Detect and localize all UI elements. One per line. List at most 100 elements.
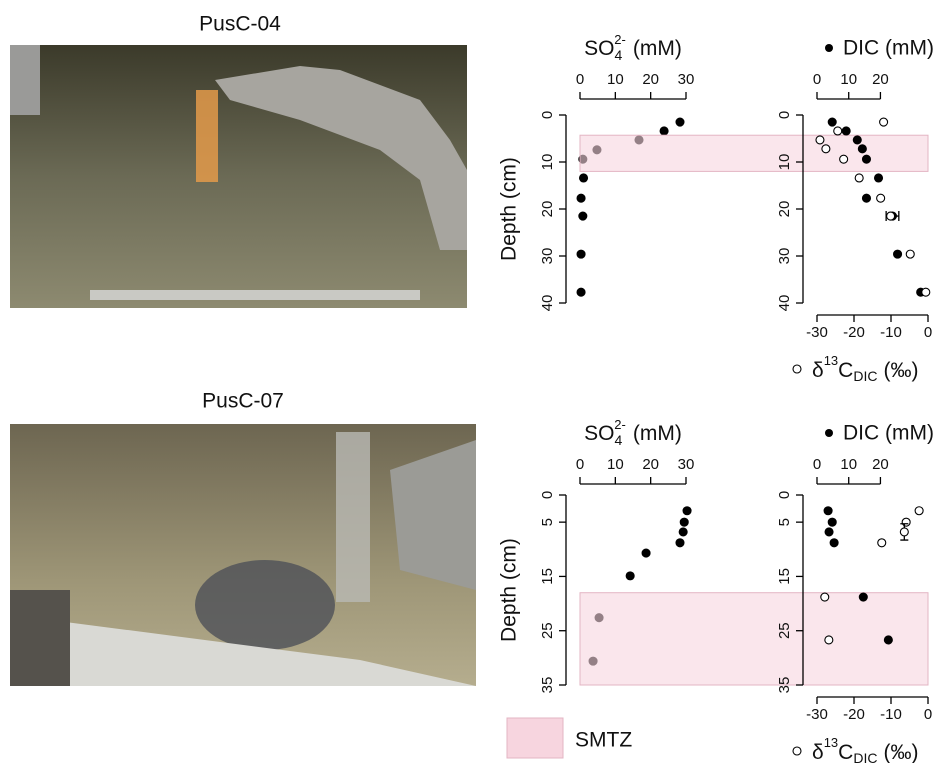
legend-label: DIC (mM) xyxy=(843,422,934,445)
label-part: 13 xyxy=(824,353,838,368)
data-point xyxy=(578,173,589,183)
data-point xyxy=(858,592,868,602)
x-tick-label: 30 xyxy=(678,456,695,473)
y-tick-label: 0 xyxy=(776,111,793,119)
data-point xyxy=(839,154,849,164)
y-axis-label: Depth (cm) xyxy=(498,538,521,642)
data-point xyxy=(815,135,825,145)
data-point xyxy=(679,517,689,527)
y-tick-label: 15 xyxy=(776,568,793,585)
data-point xyxy=(861,193,872,203)
data-point xyxy=(823,506,833,516)
y-tick-label: 10 xyxy=(539,154,556,171)
data-point xyxy=(576,249,586,259)
x-tick-label: 10 xyxy=(840,71,857,88)
data-point xyxy=(883,635,893,645)
data-point xyxy=(899,527,909,537)
data-point xyxy=(905,249,915,259)
data-point xyxy=(854,173,864,183)
legend-marker xyxy=(825,429,833,437)
label-part: C xyxy=(838,741,853,763)
x-tick-label: 0 xyxy=(576,456,584,473)
label-part: δ xyxy=(812,359,824,382)
x-tick-label: 0 xyxy=(813,71,821,88)
data-point xyxy=(873,173,884,183)
legend-label: δ13CDIC (‰) xyxy=(812,353,918,383)
x-tick-label: 20 xyxy=(872,456,889,473)
data-point xyxy=(914,506,924,516)
x-tick-label: 20 xyxy=(642,456,659,473)
data-point xyxy=(857,144,867,154)
data-point xyxy=(578,211,588,221)
label-part: (‰) xyxy=(883,741,918,763)
photo xyxy=(10,424,476,686)
x2-tick-label: -20 xyxy=(843,706,865,723)
y-tick-label: 25 xyxy=(776,622,793,639)
x-axis-label: SO42- (mM) xyxy=(584,417,682,447)
legend-label: DIC (mM) xyxy=(843,37,934,60)
label-part: 2- xyxy=(614,32,626,47)
x-tick-label: 30 xyxy=(678,71,695,88)
label-part: 4 xyxy=(615,47,623,63)
legend-marker xyxy=(792,746,802,756)
label-part: DIC xyxy=(853,750,877,763)
photo-label: PusC-07 xyxy=(202,390,284,413)
y-tick-label: 35 xyxy=(776,677,793,694)
y-tick-label: 30 xyxy=(539,248,556,265)
x2-tick-label: -10 xyxy=(880,324,902,341)
y-tick-label: 40 xyxy=(776,295,793,312)
label-part: SO xyxy=(584,37,614,60)
legend-label: SMTZ xyxy=(575,729,632,752)
x-tick-label: 0 xyxy=(576,71,584,88)
data-point xyxy=(682,506,692,516)
x-tick-label: 20 xyxy=(642,71,659,88)
legend-marker xyxy=(825,44,833,52)
data-point xyxy=(886,211,896,221)
y-tick-label: 0 xyxy=(539,111,556,119)
label-part: δ xyxy=(812,741,824,763)
x-tick-label: 0 xyxy=(813,456,821,473)
label-part: (mM) xyxy=(633,37,682,60)
x-tick-label: 10 xyxy=(840,456,857,473)
data-point xyxy=(820,592,830,602)
y-tick-label: 30 xyxy=(776,248,793,265)
label-part: 13 xyxy=(824,735,838,750)
photo-label: PusC-04 xyxy=(199,13,281,36)
label-part: SO xyxy=(584,422,614,445)
data-point xyxy=(841,126,851,136)
photo xyxy=(10,45,467,308)
data-point xyxy=(833,126,843,136)
data-point xyxy=(576,193,586,203)
y-tick-label: 40 xyxy=(539,295,556,312)
data-point xyxy=(625,571,635,581)
y-tick-label: 20 xyxy=(539,201,556,218)
x-tick-label: 20 xyxy=(872,71,889,88)
y-tick-label: 0 xyxy=(539,491,556,499)
data-point xyxy=(877,538,887,548)
data-point xyxy=(821,144,831,154)
y-tick-label: 10 xyxy=(776,154,793,171)
x-axis-label: SO42- (mM) xyxy=(584,32,682,62)
label-part: (‰) xyxy=(883,359,918,382)
data-point xyxy=(659,126,669,136)
x2-tick-label: 0 xyxy=(924,706,932,723)
x-tick-label: 10 xyxy=(607,71,624,88)
data-point xyxy=(678,527,688,537)
y-tick-label: 20 xyxy=(776,201,793,218)
x-tick-label: 10 xyxy=(607,456,624,473)
data-point xyxy=(824,635,834,645)
x2-tick-label: -30 xyxy=(806,706,828,723)
data-point xyxy=(921,287,931,297)
data-point xyxy=(576,287,586,297)
data-point xyxy=(675,117,685,127)
legend-marker xyxy=(792,364,802,374)
legend-swatch xyxy=(506,717,564,759)
data-point xyxy=(827,517,837,527)
y-tick-label: 5 xyxy=(776,518,793,526)
x2-tick-label: -10 xyxy=(880,706,902,723)
data-point xyxy=(901,517,911,527)
y-tick-label: 25 xyxy=(539,622,556,639)
data-point xyxy=(829,538,839,548)
data-point xyxy=(861,154,872,164)
